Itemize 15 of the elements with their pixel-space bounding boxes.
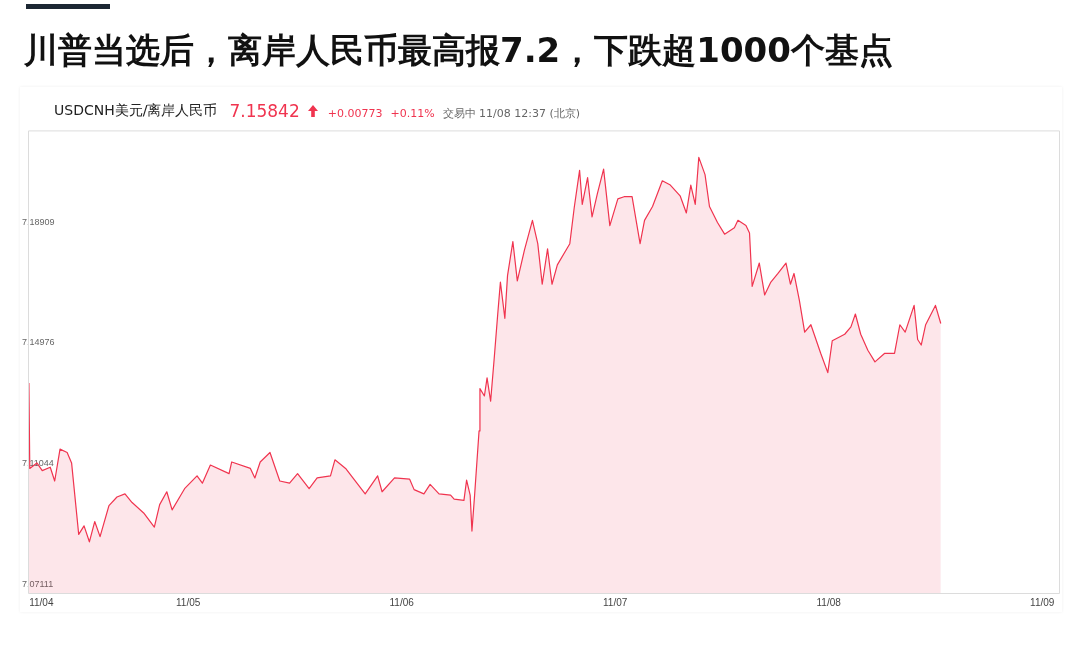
- x-tick-label: 11/08: [816, 596, 842, 608]
- x-tick-label: 11/05: [175, 596, 201, 608]
- text: +0.00773: [327, 107, 383, 120]
- x-tick-label: 11/09: [1030, 596, 1055, 608]
- y-tick-label: 7.07111: [22, 578, 54, 589]
- chart-subtitle: USDCNH美元/离岸人民币: [54, 102, 218, 120]
- chart-title: 川普当选后，离岸人民币最高报7.2，下跌超1000个基点: [24, 29, 893, 72]
- text: +0.11%: [390, 107, 435, 120]
- x-tick-label: 11/06: [389, 596, 415, 608]
- text: 交易中 11/08 12:37 (北京): [442, 107, 581, 120]
- text: 7.15842: [229, 101, 300, 121]
- y-tick-label: 7.18909: [22, 216, 55, 227]
- x-tick-label: 11/07: [603, 596, 628, 608]
- y-tick-label: 7.14976: [22, 337, 55, 348]
- x-tick-label: 11/04: [29, 596, 54, 608]
